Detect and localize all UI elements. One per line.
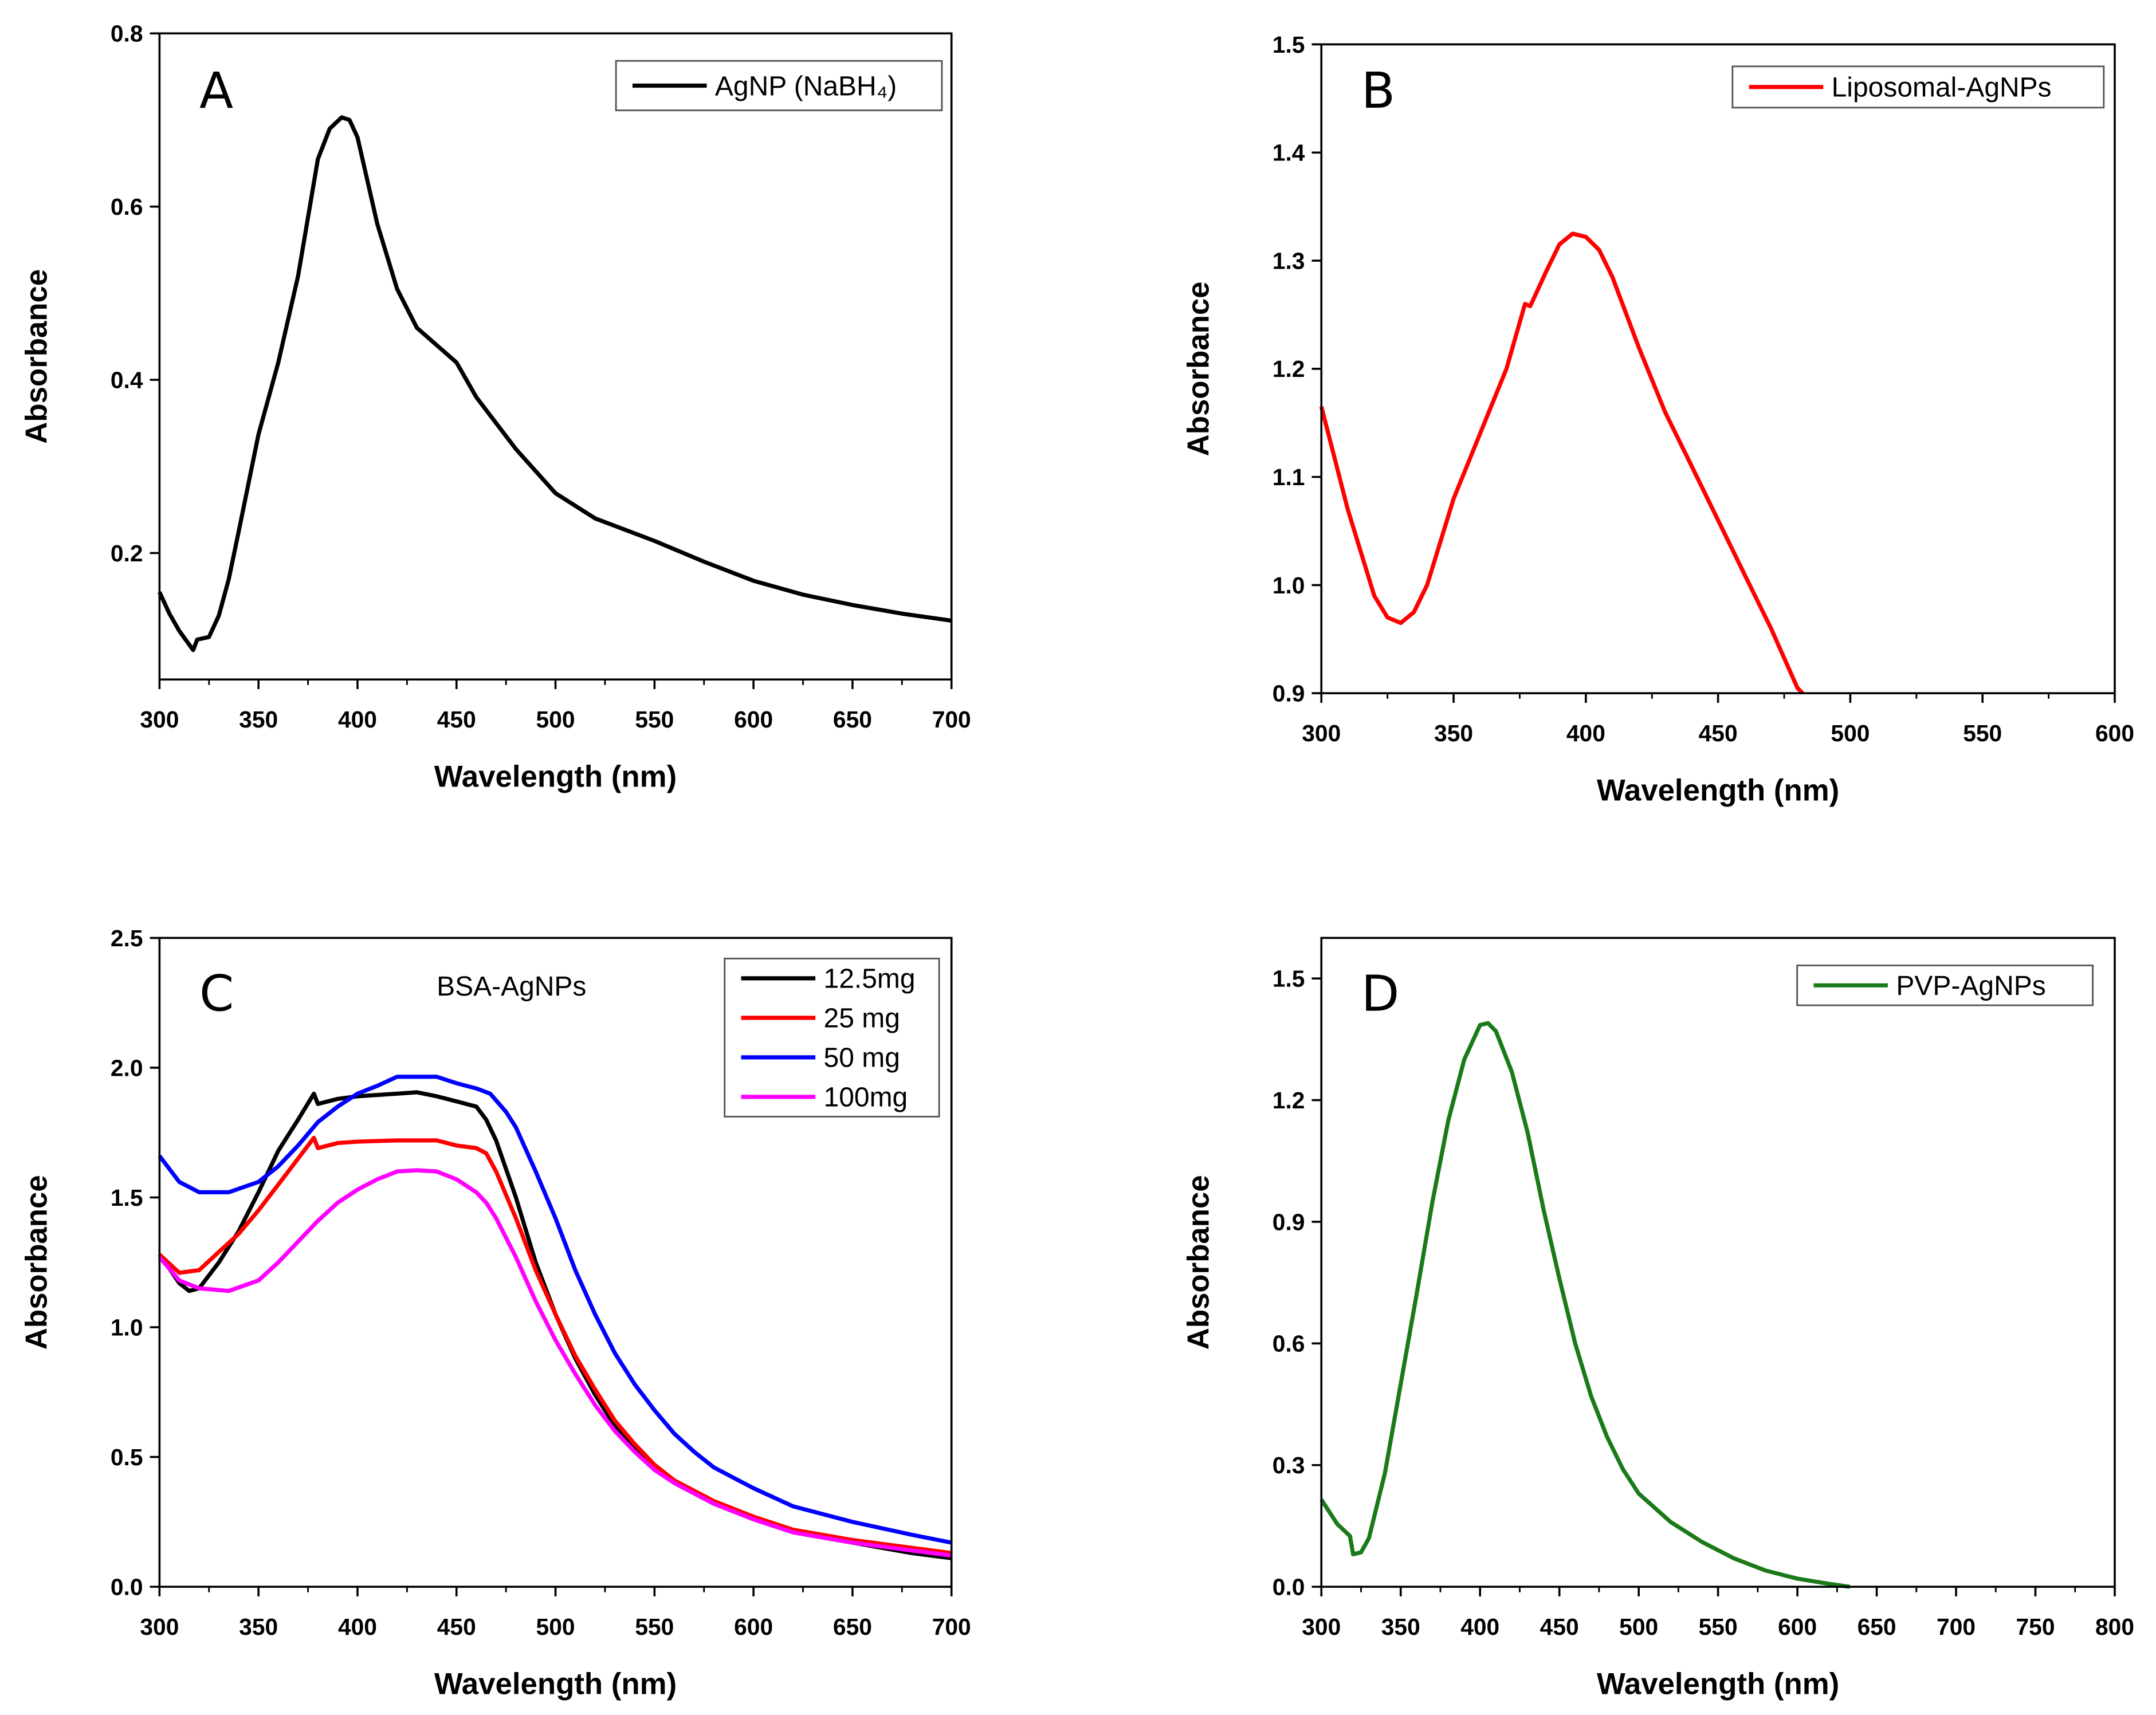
y-tick-label: 1.5	[1273, 32, 1305, 58]
panel-letter: C	[199, 966, 234, 1023]
x-axis-title: Wavelength (nm)	[434, 1667, 677, 1701]
legend-label: AgNP (NaBH₄)	[715, 71, 897, 101]
y-axis-title: Absorbance	[20, 269, 54, 444]
x-tick-label: 500	[536, 706, 575, 733]
x-axis-title: Wavelength (nm)	[1597, 1667, 1839, 1701]
x-tick-label: 300	[1302, 720, 1341, 746]
x-tick-label: 400	[338, 706, 377, 733]
x-axis-title: Wavelength (nm)	[434, 760, 677, 793]
x-tick-label: 350	[239, 706, 278, 733]
x-tick-label: 300	[1302, 1614, 1341, 1640]
x-tick-label: 300	[140, 706, 179, 733]
x-tick-label: 600	[734, 1614, 773, 1640]
panel-annotation: BSA-AgNPs	[437, 971, 586, 1002]
x-tick-label: 550	[635, 706, 674, 733]
y-tick-label: 1.5	[1273, 966, 1305, 992]
series-line-0	[1319, 231, 1804, 695]
y-tick-label: 0.5	[111, 1444, 143, 1470]
x-tick-label: 650	[1857, 1614, 1896, 1640]
legend-label: PVP-AgNPs	[1896, 971, 2045, 1001]
y-tick-label: 1.3	[1273, 247, 1305, 274]
legend: PVP-AgNPs	[1796, 964, 2094, 1006]
series-line-0	[158, 115, 952, 652]
panel-D: 300 350 400 450 500 550 600 650 700 750 800 0.0 0.3 0…	[1181, 937, 2134, 1701]
y-tick-label: 1.1	[1273, 464, 1305, 490]
x-tick-label: 450	[437, 1614, 476, 1640]
series-line-3	[158, 1168, 952, 1558]
series-line-0	[1319, 1021, 1851, 1589]
x-tick-label: 450	[437, 706, 476, 733]
x-tick-label: 800	[2095, 1614, 2134, 1640]
y-axis-title: Absorbance	[1181, 1175, 1215, 1350]
x-tick-label: 400	[338, 1614, 377, 1640]
legend-label: 25 mg	[824, 1004, 900, 1034]
y-tick-label: 1.4	[1273, 140, 1305, 166]
x-tick-label: 350	[1381, 1614, 1420, 1640]
x-tick-label: 650	[833, 706, 872, 733]
x-tick-label: 600	[1778, 1614, 1817, 1640]
x-tick-label: 400	[1460, 1614, 1499, 1640]
x-axis-title: Wavelength (nm)	[1597, 773, 1839, 807]
series-line-2	[158, 1075, 952, 1545]
y-axis-title: Absorbance	[20, 1175, 54, 1350]
legend: AgNP (NaBH₄)	[615, 60, 943, 112]
x-tick-label: 550	[1699, 1614, 1738, 1640]
x-tick-label: 750	[2016, 1614, 2055, 1640]
y-tick-label: 0.9	[1273, 681, 1305, 707]
panel-C: 300 350 400 450 500 550 600 650 700 0.0 0.5 1.0 1.5 2…	[20, 925, 971, 1701]
x-tick-label: 700	[932, 1614, 971, 1640]
x-tick-label: 300	[140, 1614, 179, 1640]
plot-frame	[1320, 937, 2116, 1588]
x-tick-label: 600	[2095, 720, 2134, 746]
legend-label: 50 mg	[824, 1043, 900, 1073]
x-tick-label: 550	[635, 1614, 674, 1640]
panel-letter: A	[199, 62, 233, 120]
x-tick-label: 450	[1699, 720, 1738, 746]
x-tick-label: 650	[833, 1614, 872, 1640]
y-tick-label: 0.3	[1273, 1452, 1305, 1478]
y-tick-label: 0.9	[1273, 1209, 1305, 1235]
x-tick-label: 500	[1619, 1614, 1658, 1640]
y-tick-label: 1.0	[111, 1314, 143, 1340]
plot-frame	[1320, 43, 2116, 695]
y-tick-label: 0.6	[111, 194, 143, 220]
legend-label: 100mg	[824, 1083, 908, 1113]
y-tick-label: 2.5	[111, 925, 143, 951]
panel-B: 300 350 400 450 500 550 600 0.9 1.0 1.1 1.2 1.3 1.4 1…	[1181, 32, 2134, 808]
y-tick-label: 0.4	[111, 367, 143, 393]
x-tick-label: 500	[536, 1614, 575, 1640]
y-tick-label: 1.2	[1273, 356, 1305, 382]
legend-label: 12.5mg	[824, 964, 916, 994]
y-tick-label: 0.6	[1273, 1331, 1305, 1357]
x-tick-label: 500	[1831, 720, 1870, 746]
panel-A: 300 350 400 450 500 550 600 650 700 0.2 0.4 0.6 0.8 W…	[20, 21, 971, 794]
x-tick-label: 350	[1434, 720, 1473, 746]
y-tick-label: 0.2	[111, 540, 143, 567]
y-tick-label: 0.8	[111, 21, 143, 47]
x-tick-label: 550	[1963, 720, 2002, 746]
x-tick-label: 400	[1566, 720, 1605, 746]
y-tick-label: 2.0	[111, 1055, 143, 1081]
y-tick-label: 1.5	[111, 1185, 143, 1211]
legend-label: Liposomal-AgNPs	[1832, 73, 2052, 103]
x-tick-label: 700	[1937, 1614, 1976, 1640]
y-tick-label: 0.0	[1273, 1574, 1305, 1600]
y-tick-label: 0.0	[111, 1574, 143, 1600]
y-tick-label: 1.0	[1273, 572, 1305, 599]
series-line-1	[158, 1135, 952, 1555]
legend-box	[724, 957, 940, 1118]
legend: Liposomal-AgNPs	[1731, 65, 2105, 109]
panel-letter: B	[1361, 62, 1395, 120]
x-tick-label: 350	[239, 1614, 278, 1640]
x-tick-label: 450	[1540, 1614, 1579, 1640]
x-tick-label: 600	[734, 706, 773, 733]
series-line-0	[158, 1090, 952, 1560]
panel-letter: D	[1361, 966, 1400, 1023]
x-tick-label: 700	[932, 706, 971, 733]
y-axis-title: Absorbance	[1181, 281, 1215, 456]
legend: 12.5mg 25 mg 50 mg 100mg	[724, 957, 940, 1118]
y-tick-label: 1.2	[1273, 1087, 1305, 1114]
